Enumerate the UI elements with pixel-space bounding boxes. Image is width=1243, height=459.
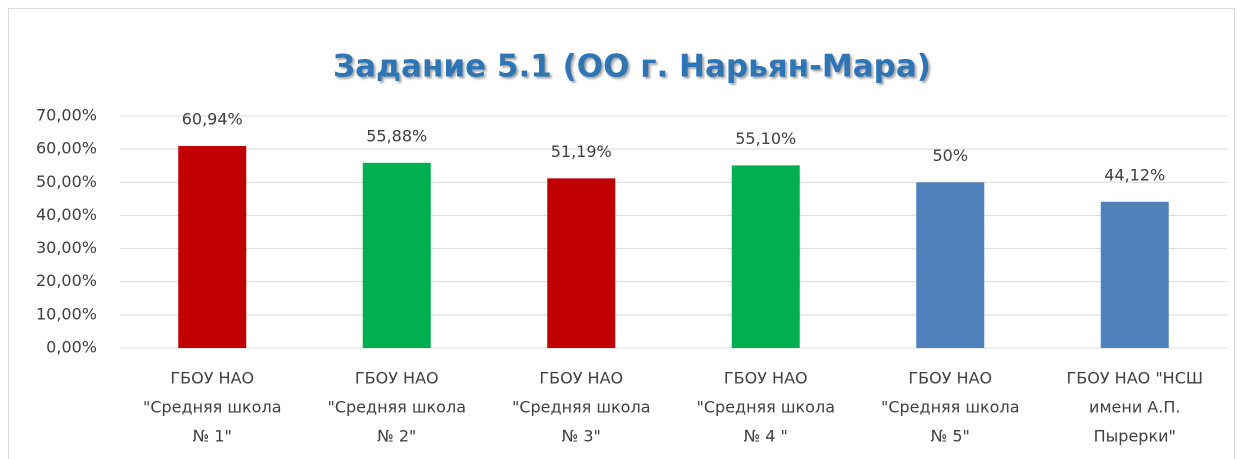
x-tick-label: имени А.П. [1089, 398, 1180, 417]
bar [916, 182, 985, 348]
y-tick-label: 50,00% [36, 172, 97, 191]
x-tick-label: № 1" [193, 427, 232, 446]
y-tick-label: 20,00% [36, 271, 97, 290]
x-tick-label: ГБОУ НАО [908, 369, 992, 388]
x-tick-label: ГБОУ НАО [724, 369, 808, 388]
data-label: 51,19% [551, 142, 612, 161]
x-tick-label: № 4 " [744, 427, 788, 446]
x-tick-label: "Средняя школа [327, 398, 466, 417]
bar [731, 165, 800, 348]
bar [178, 146, 247, 348]
y-tick-label: 60,00% [36, 139, 97, 158]
x-tick-label: Пырерки" [1094, 427, 1176, 446]
data-label: 44,12% [1104, 165, 1165, 184]
chart-title: Задание 5.1 (ОО г. Нарьян-Мара) [333, 49, 931, 85]
data-label: 60,94% [182, 110, 243, 129]
x-tick-label: № 3" [562, 427, 601, 446]
x-tick-label: "Средняя школа [881, 398, 1020, 417]
bar [362, 162, 431, 348]
y-tick-label: 0,00% [46, 338, 97, 357]
data-label: 50% [932, 146, 968, 165]
data-label: 55,10% [735, 129, 796, 148]
y-tick-label: 70,00% [36, 106, 97, 125]
x-tick-label: № 5" [931, 427, 970, 446]
x-tick-label: ГБОУ НАО [355, 369, 439, 388]
bar [1100, 201, 1169, 348]
x-tick-label: "Средняя школа [143, 398, 282, 417]
x-tick-label: ГБОУ НАО [170, 369, 254, 388]
y-tick-label: 40,00% [36, 205, 97, 224]
x-tick-label: № 2" [377, 427, 416, 446]
x-tick-label: ГБОУ НАО "НСШ [1067, 369, 1204, 388]
x-tick-label: ГБОУ НАО [539, 369, 623, 388]
x-tick-label: "Средняя школа [696, 398, 835, 417]
y-tick-label: 10,00% [36, 304, 97, 323]
bar [547, 178, 616, 348]
data-label: 55,88% [366, 126, 427, 145]
y-tick-label: 30,00% [36, 238, 97, 257]
x-tick-label: "Средняя школа [512, 398, 651, 417]
